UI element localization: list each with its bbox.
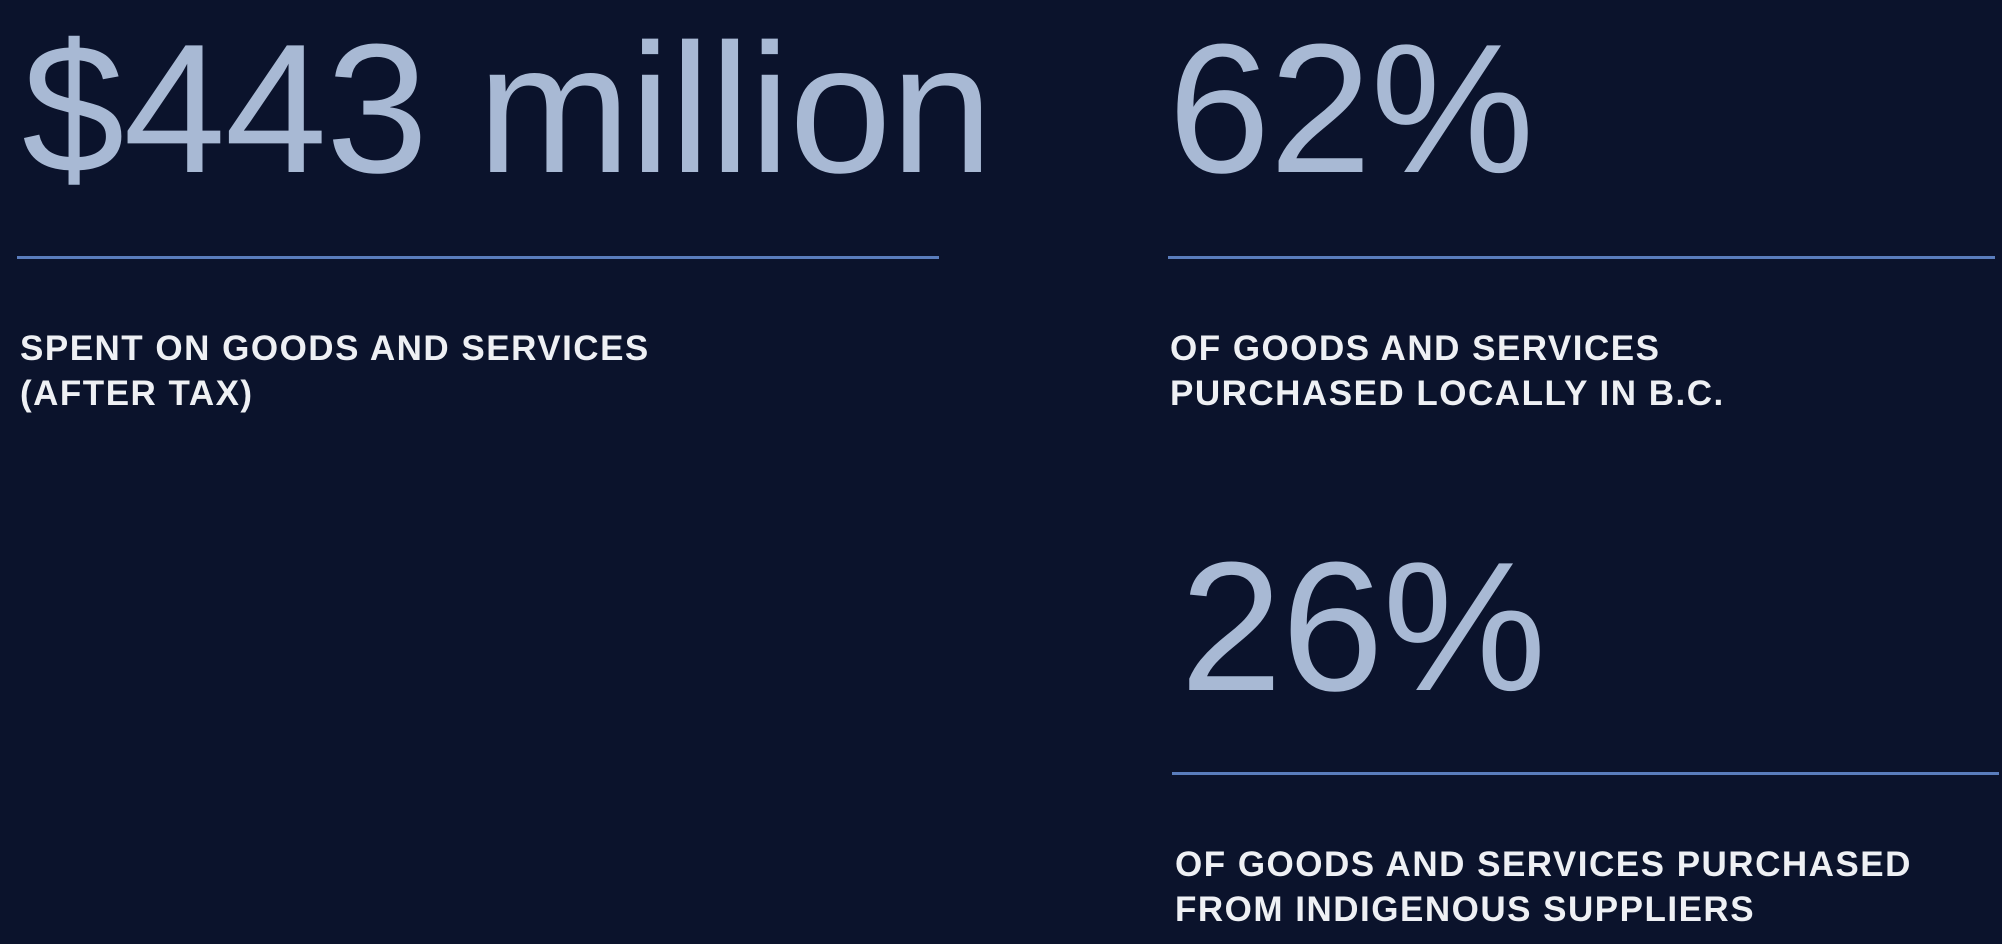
description-line: (AFTER TAX) bbox=[20, 374, 254, 413]
description-line: PURCHASED LOCALLY IN B.C. bbox=[1170, 374, 1725, 413]
stat-description: OF GOODS AND SERVICES PURCHASED LOCALLY … bbox=[1170, 326, 1725, 416]
stat-description: OF GOODS AND SERVICES PURCHASED FROM IND… bbox=[1175, 842, 1912, 932]
divider bbox=[1168, 256, 1995, 259]
description-line: SPENT ON GOODS AND SERVICES bbox=[20, 329, 650, 368]
description-line: FROM INDIGENOUS SUPPLIERS bbox=[1175, 890, 1756, 929]
description-line: OF GOODS AND SERVICES bbox=[1170, 329, 1661, 368]
divider bbox=[17, 256, 939, 259]
stat-value: 62% bbox=[1168, 5, 1534, 211]
divider bbox=[1172, 772, 1999, 775]
stat-value: 26% bbox=[1180, 523, 1546, 729]
stat-description: SPENT ON GOODS AND SERVICES (AFTER TAX) bbox=[20, 326, 650, 416]
description-line: OF GOODS AND SERVICES PURCHASED bbox=[1175, 845, 1912, 884]
stat-value: $443 million bbox=[22, 5, 993, 211]
